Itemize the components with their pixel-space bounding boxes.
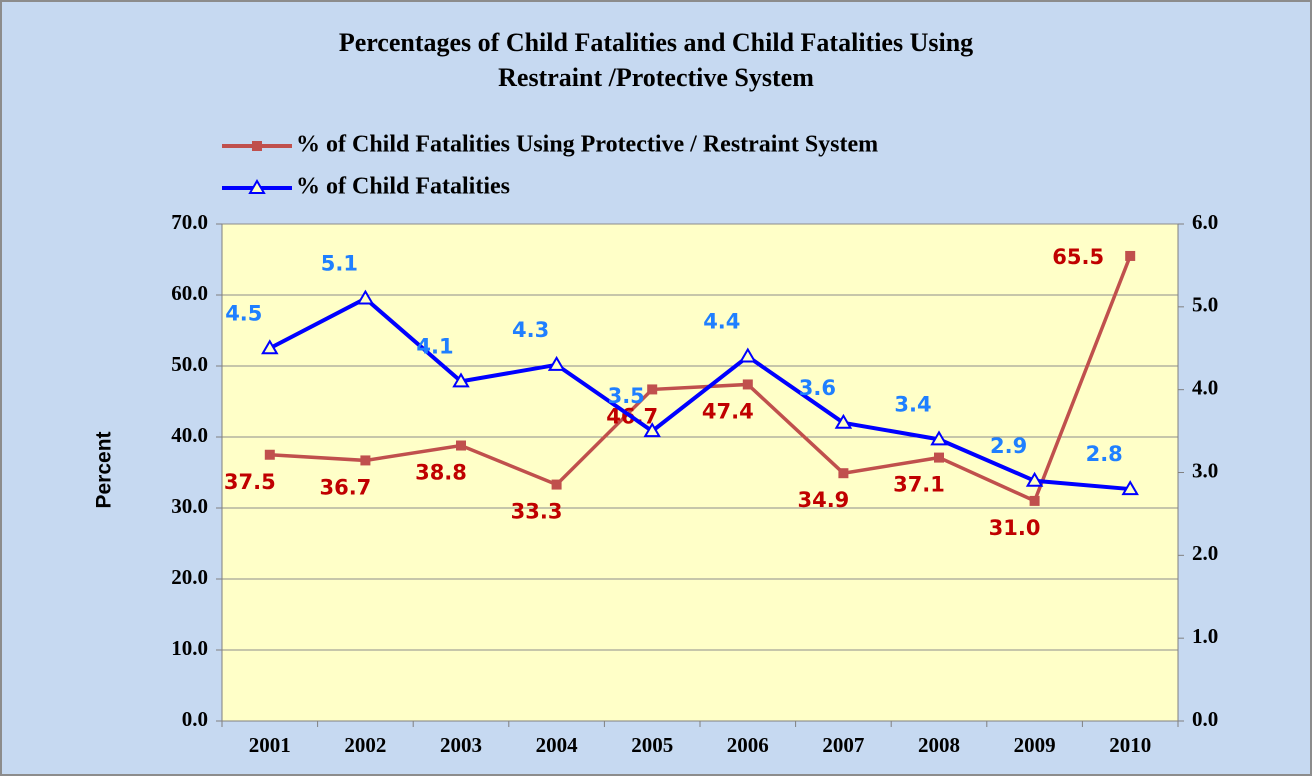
point-marker [934, 452, 944, 463]
x-tick-label: 2007 [822, 733, 864, 757]
chart-title: Restraint /Protective System [498, 63, 814, 92]
point-marker [742, 379, 753, 390]
point-marker [1025, 471, 1044, 487]
data-label: 4.4 [703, 310, 740, 334]
data-label: 37.5 [224, 470, 276, 494]
y2-tick-label: 5.0 [1192, 293, 1218, 317]
point-marker [643, 422, 661, 438]
series-line [269, 255, 1132, 504]
point-marker [356, 289, 375, 305]
point-marker [647, 384, 658, 395]
x-tick-label: 2010 [1109, 733, 1151, 757]
y-tick-label: 40.0 [171, 423, 208, 447]
point-marker [456, 440, 466, 451]
data-label: 3.6 [799, 376, 836, 400]
data-label: 3.4 [894, 392, 931, 416]
data-label: 65.5 [1052, 245, 1104, 269]
data-label: 2.8 [1086, 442, 1123, 466]
legend-marker [252, 141, 262, 151]
y2-tick-label: 4.0 [1192, 375, 1218, 399]
legend-label: % of Child Fatalities Using Protective /… [296, 132, 878, 158]
point-marker [1029, 495, 1040, 506]
legend-label: % of Child Fatalities [296, 174, 510, 200]
point-marker [264, 449, 275, 460]
y-tick-label: 0.0 [182, 707, 208, 731]
y-tick-label: 20.0 [171, 565, 208, 589]
y-tick-label: 10.0 [171, 636, 208, 660]
x-tick-label: 2006 [727, 733, 769, 757]
point-marker [930, 430, 948, 446]
y-tick-label: 50.0 [171, 352, 208, 376]
data-label: 4.3 [512, 318, 549, 342]
x-tick-label: 2002 [344, 733, 386, 757]
data-label: 37.1 [893, 473, 945, 497]
legend-marker [248, 179, 266, 194]
y-axis-label: Percent [93, 431, 116, 508]
point-marker [739, 347, 757, 363]
data-label: 34.9 [797, 488, 849, 512]
y-tick-label: 60.0 [171, 281, 208, 305]
point-marker [452, 372, 470, 388]
y-tick-label: 70.0 [171, 210, 208, 234]
point-marker [547, 355, 566, 371]
data-label: 33.3 [511, 500, 563, 524]
x-tick-label: 2009 [1014, 733, 1056, 757]
point-marker [1125, 250, 1136, 261]
x-tick-label: 2001 [249, 733, 291, 757]
data-label: 4.5 [225, 301, 262, 325]
series-line [268, 296, 1131, 492]
y2-tick-label: 3.0 [1192, 458, 1218, 482]
data-label: 3.5 [608, 384, 645, 408]
point-marker [261, 339, 279, 355]
data-label: 47.4 [702, 399, 754, 423]
data-label: 38.8 [415, 461, 467, 485]
x-tick-label: 2003 [440, 733, 482, 757]
data-label: 36.7 [319, 475, 371, 499]
x-tick-label: 2004 [536, 733, 579, 757]
y2-tick-label: 0.0 [1192, 707, 1218, 731]
data-label: 31.0 [989, 516, 1041, 540]
data-label: 5.1 [321, 252, 358, 276]
y-tick-label: 30.0 [171, 494, 208, 518]
x-tick-label: 2005 [631, 733, 673, 757]
point-marker [360, 455, 371, 466]
point-marker [834, 413, 853, 429]
data-label: 4.1 [416, 334, 453, 358]
point-marker [1121, 480, 1139, 496]
point-marker [838, 468, 849, 479]
data-label: 2.9 [990, 434, 1027, 458]
y2-tick-label: 2.0 [1192, 541, 1218, 565]
x-tick-label: 2008 [918, 733, 960, 757]
y2-tick-label: 6.0 [1192, 210, 1218, 234]
y2-tick-label: 1.0 [1192, 624, 1218, 648]
point-marker [551, 479, 562, 490]
chart-title: Percentages of Child Fatalities and Chil… [339, 28, 973, 57]
